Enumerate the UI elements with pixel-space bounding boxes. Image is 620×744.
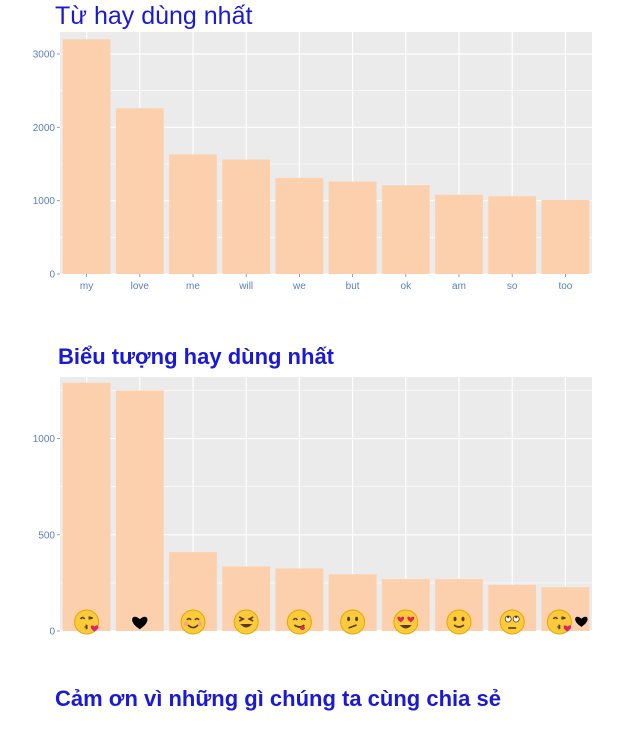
bar-8 <box>488 196 537 274</box>
y-tick-label: 3000 <box>33 50 56 61</box>
slight-smile-face-icon <box>446 609 472 635</box>
bar-1 <box>115 390 164 631</box>
heart-eyes-face-icon <box>393 609 419 635</box>
y-tick-label: 1000 <box>33 196 56 207</box>
bar-9 <box>541 199 590 274</box>
y-tick-label: 2000 <box>33 123 56 134</box>
x-tick-label: we <box>292 281 306 292</box>
kissing-heart-face-with-heart-icon <box>546 609 588 635</box>
y-tick-label: 500 <box>38 530 55 541</box>
bar-0 <box>62 39 111 275</box>
x-tick-label: love <box>131 281 150 292</box>
bar-5 <box>328 181 377 274</box>
x-tick-label: will <box>238 281 253 292</box>
eye-roll-face-icon <box>499 609 525 635</box>
x-tick-label: too <box>558 281 572 292</box>
smiling-face-icon <box>180 609 206 635</box>
bar-3 <box>222 159 271 274</box>
bar-4 <box>275 177 324 274</box>
kissing-heart-face-icon <box>74 609 100 635</box>
emoji-chart-title: Biểu tượng hay dùng nhất <box>58 344 334 369</box>
y-tick-label: 1000 <box>33 434 56 445</box>
black-heart-icon <box>132 616 148 630</box>
yum-face-icon <box>286 609 312 635</box>
bar-6 <box>381 185 430 274</box>
bar-2 <box>169 154 217 274</box>
x-tick-label: my <box>80 281 93 292</box>
y-tick-label: 0 <box>49 270 55 281</box>
x-tick-label: ok <box>401 281 413 292</box>
x-tick-label: but <box>346 281 360 292</box>
x-tick-label: me <box>186 281 200 292</box>
x-tick-label: so <box>507 281 518 292</box>
squinting-face-icon <box>233 609 259 635</box>
x-tick-label: am <box>452 281 466 292</box>
words-bar-chart: 0 1000 2000 3000 my love me will we but ok am so too <box>33 32 592 292</box>
confused-face-icon <box>340 609 366 635</box>
thank-you-footer: Cảm ơn vì những gì chúng ta cùng chia sẻ <box>55 686 501 711</box>
bar-1 <box>115 108 164 275</box>
bar-7 <box>435 194 483 274</box>
bar-0 <box>62 382 111 631</box>
y-tick-label: 0 <box>49 627 55 638</box>
words-chart-title: Từ hay dùng nhất <box>55 2 253 30</box>
